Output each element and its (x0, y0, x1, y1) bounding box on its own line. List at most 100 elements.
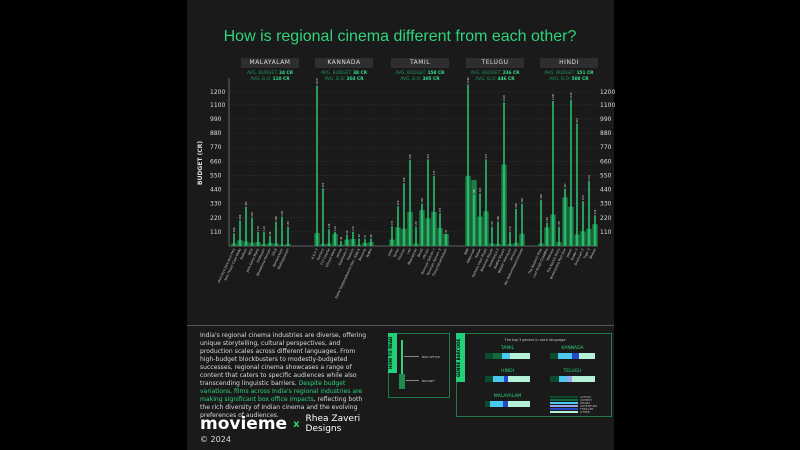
y-tick-label-left: 110 (210, 229, 222, 236)
box-office-value: 350 (582, 195, 585, 200)
box-office-line[interactable] (521, 203, 523, 246)
box-office-line[interactable] (415, 226, 417, 246)
genre-segment (559, 376, 567, 382)
box-office-value: 100 (233, 227, 236, 232)
box-office-value: 150 (415, 221, 418, 226)
box-office-value: 1260 (467, 77, 470, 84)
box-office-value: 60 (358, 234, 361, 238)
genre-segment (493, 353, 503, 359)
film-label: RRR (463, 247, 470, 255)
box-office-line[interactable] (346, 234, 348, 246)
y-tick-label-left: 770 (210, 144, 222, 151)
description-highlight: Despite budget variations, films across … (200, 380, 363, 403)
box-office-line[interactable] (334, 231, 336, 246)
pointer-line (404, 356, 419, 357)
box-office-line[interactable] (540, 199, 542, 246)
box-office-line[interactable] (352, 231, 354, 246)
box-office-value: 400 (473, 189, 476, 194)
legend-label: ACTION (580, 395, 591, 399)
box-office-value: 190 (497, 216, 500, 221)
legend-swatch (550, 402, 578, 404)
box-office-value: 1140 (570, 92, 573, 99)
genre-segment (509, 353, 530, 359)
box-office-line[interactable] (594, 215, 596, 246)
box-office-value: 490 (403, 177, 406, 182)
box-office-line[interactable] (275, 221, 277, 246)
box-office-line[interactable] (263, 231, 265, 246)
box-office-line[interactable] (439, 213, 441, 246)
header-tamil: TAMIL (391, 58, 449, 68)
designer-name: Rhea Zaveri Designs (305, 414, 361, 434)
genre-segment (504, 376, 508, 382)
box-office-line[interactable] (251, 217, 253, 246)
genre-subtitle: The top 3 genres in each language (504, 338, 566, 342)
genre-segment (550, 376, 559, 382)
box-office-value: 40 (340, 236, 343, 240)
box-office-line[interactable] (397, 206, 399, 246)
y-tick-label-left: 990 (210, 116, 222, 123)
box-office-value: 675 (485, 153, 488, 158)
box-office-label: BOX OFFICE (422, 354, 440, 359)
box-office-line[interactable] (546, 222, 548, 246)
box-office-line[interactable] (485, 159, 487, 246)
box-office-line[interactable] (328, 229, 330, 246)
box-office-line[interactable] (558, 226, 560, 246)
box-office-line[interactable] (473, 194, 475, 246)
film-label: Drishyam 2 (574, 248, 585, 266)
box-office-line[interactable] (281, 216, 283, 246)
box-office-line[interactable] (421, 203, 423, 246)
box-office-line[interactable] (358, 238, 360, 246)
box-office-line[interactable] (515, 208, 517, 246)
box-office-line[interactable] (509, 231, 511, 246)
box-office-line[interactable] (467, 84, 469, 246)
legend-swatch (550, 411, 578, 413)
box-office-value: 110 (352, 226, 355, 231)
box-office-line[interactable] (370, 238, 372, 246)
box-office-value: 55 (364, 234, 367, 238)
box-office-line[interactable] (582, 201, 584, 246)
film-label: Thunivu (396, 248, 405, 262)
box-office-line[interactable] (233, 233, 235, 246)
box-office-line[interactable] (445, 233, 447, 246)
box-office-line[interactable] (403, 183, 405, 246)
box-office-line[interactable] (588, 180, 590, 246)
box-office-line[interactable] (570, 99, 572, 246)
genre-segment (572, 353, 580, 359)
box-office-line[interactable] (427, 159, 429, 246)
box-office-value: 330 (521, 198, 524, 203)
box-office-line[interactable] (391, 226, 393, 246)
box-office-line[interactable] (364, 238, 366, 246)
box-office-value: 240 (594, 209, 597, 214)
box-office-line[interactable] (552, 101, 554, 247)
box-office-line[interactable] (576, 123, 578, 246)
box-office-line[interactable] (497, 221, 499, 246)
legend-label: COMEDY (580, 398, 593, 402)
y-tick-label-left: 550 (210, 172, 222, 179)
box-office-line[interactable] (245, 206, 247, 246)
box-office-value: 110 (257, 226, 260, 231)
genre-segment (493, 376, 505, 382)
box-office-line[interactable] (491, 226, 493, 246)
box-office-line[interactable] (340, 240, 342, 246)
y-tick-label-right: 770 (600, 144, 612, 151)
description-text: India's regional cinema industries are d… (200, 332, 367, 387)
box-office-line[interactable] (316, 85, 318, 246)
avg-stats-kannada: AVG. BUDGET: 38 CR AVG. B.O: 203 CR (320, 71, 368, 82)
legend-line (401, 340, 403, 388)
box-office-line[interactable] (269, 235, 271, 246)
box-office-line[interactable] (564, 188, 566, 246)
box-office-line[interactable] (257, 231, 259, 246)
film-label: Vedha (365, 248, 373, 259)
film-label: Kantara (316, 248, 325, 261)
box-office-line[interactable] (287, 226, 289, 246)
box-office-line[interactable] (409, 160, 411, 246)
box-office-line[interactable] (433, 176, 435, 246)
film-label: Pathaan (546, 248, 555, 261)
box-office-line[interactable] (503, 102, 505, 246)
box-office-line[interactable] (239, 220, 241, 246)
barcode-title: TAMIL (500, 346, 515, 351)
film-label: Adipurush (465, 248, 475, 264)
copyright: © 2024 (200, 435, 231, 444)
box-office-line[interactable] (479, 193, 481, 246)
box-office-line[interactable] (322, 188, 324, 246)
